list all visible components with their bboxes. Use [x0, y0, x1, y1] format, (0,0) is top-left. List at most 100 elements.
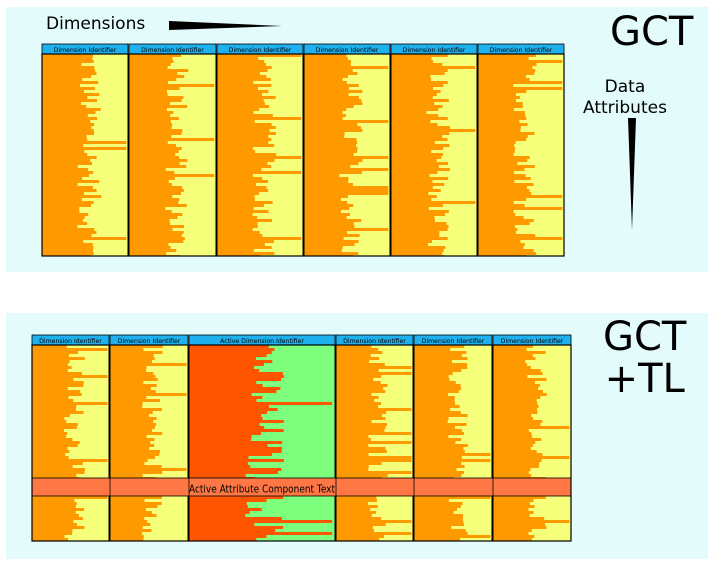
- attribute-bar: [110, 438, 155, 441]
- attribute-bar: [42, 138, 88, 141]
- attribute-bar: [129, 237, 185, 240]
- attribute-bar: [391, 108, 439, 111]
- attribute-bar: [336, 414, 382, 417]
- attribute-bar: [129, 168, 166, 171]
- attribute-bar: [129, 216, 178, 219]
- attribute-bar: [493, 496, 546, 499]
- attribute-bar: [42, 198, 82, 201]
- attribute-bar: [391, 198, 432, 201]
- attribute-bar: [304, 99, 362, 102]
- attribute-bar: [129, 198, 180, 201]
- attribute-bar: [217, 243, 265, 246]
- attribute-bar: [217, 132, 276, 135]
- attribute-bar: [336, 417, 386, 420]
- attribute-bar: [217, 90, 269, 93]
- attribute-bar: [304, 93, 349, 96]
- attribute-bar: [304, 132, 345, 135]
- attribute-bar: [217, 120, 255, 123]
- attribute-bar: [42, 141, 127, 144]
- attribute-bar: [391, 102, 435, 105]
- attribute-bar: [42, 75, 92, 78]
- attribute-bar: [414, 426, 455, 429]
- attribute-bar: [217, 249, 254, 252]
- attribute-bar: [414, 396, 455, 399]
- attribute-bar: [217, 240, 274, 243]
- attribute-bar: [110, 351, 163, 354]
- attribute-bar: [129, 234, 182, 237]
- attribute-bar: [304, 168, 389, 171]
- attribute-bar: [391, 222, 447, 225]
- attribute-bar: [129, 123, 173, 126]
- attribute-bar: [493, 468, 531, 471]
- attribute-bar: [304, 162, 359, 165]
- attribute-bar: [32, 529, 73, 532]
- attribute-bar: [493, 447, 531, 450]
- attribute-bar: [189, 462, 248, 465]
- attribute-bar: [189, 538, 257, 541]
- attribute-bar: [391, 216, 435, 219]
- attribute-bar: [32, 514, 79, 517]
- attribute-bar: [129, 183, 172, 186]
- attribute-bar: [304, 108, 347, 111]
- attribute-bar: [42, 111, 96, 114]
- attribute-bar: [32, 378, 74, 381]
- attribute-bar: [189, 405, 270, 408]
- attribute-bar: [42, 78, 83, 81]
- attribute-bar: [129, 54, 182, 57]
- attribute-bar: [110, 453, 160, 456]
- attribute-bar: [110, 499, 145, 502]
- gct-grid: Dimension Identifier Dimension Identifier…: [41, 43, 565, 257]
- attribute-bar: [414, 384, 461, 387]
- attribute-bar: [217, 219, 272, 222]
- attribute-bar: [32, 474, 77, 477]
- attribute-bar: [32, 532, 73, 535]
- attribute-bar: [32, 502, 77, 505]
- attribute-bar: [391, 105, 443, 108]
- attribute-bar: [129, 195, 173, 198]
- attribute-bar: [42, 171, 94, 174]
- attribute-bar: [42, 225, 78, 228]
- attribute-bar: [493, 393, 547, 396]
- attribute-bar: [336, 405, 379, 408]
- attribute-bar: [217, 204, 264, 207]
- attribute-bar: [304, 54, 347, 57]
- attribute-bar: [478, 174, 526, 177]
- attribute-bar: [493, 499, 534, 502]
- attribute-bar: [217, 210, 269, 213]
- attribute-bar: [478, 150, 515, 153]
- attribute-bar: [110, 429, 153, 432]
- attribute-bar: [304, 66, 389, 69]
- attribute-bar: [414, 450, 465, 453]
- attribute-bar: [336, 411, 387, 414]
- attribute-bar: [32, 459, 108, 462]
- attribute-bar: [478, 72, 535, 75]
- attribute-bar: [217, 87, 258, 90]
- attribute-bar: [129, 240, 184, 243]
- attribute-bar: [493, 456, 570, 459]
- attribute-bar: [217, 159, 275, 162]
- attribute-bar: [217, 153, 277, 156]
- attribute-bar: [336, 520, 412, 523]
- attribute-bar: [32, 351, 78, 354]
- attribute-bar: [391, 126, 451, 129]
- attribute-bar: [414, 502, 463, 505]
- attribute-bar: [32, 405, 77, 408]
- attribute-bar: [391, 186, 433, 189]
- attribute-bar: [336, 447, 386, 450]
- attribute-bar: [217, 63, 266, 66]
- attribute-bar: [42, 222, 88, 225]
- attribute-bar: [42, 63, 82, 66]
- attribute-bar: [304, 147, 358, 150]
- attribute-bar: [336, 435, 369, 438]
- attribute-bar: [110, 399, 160, 402]
- attribute-bar: [42, 195, 102, 198]
- attribute-bar: [336, 511, 376, 514]
- attribute-bar: [336, 529, 374, 532]
- attribute-bar: [110, 444, 155, 447]
- attribute-bar: [304, 96, 359, 99]
- attribute-bar: [110, 505, 158, 508]
- attribute-bar: [391, 117, 448, 120]
- attribute-bar: [304, 105, 354, 108]
- attribute-bar: [478, 66, 533, 69]
- attribute-bar: [217, 117, 302, 120]
